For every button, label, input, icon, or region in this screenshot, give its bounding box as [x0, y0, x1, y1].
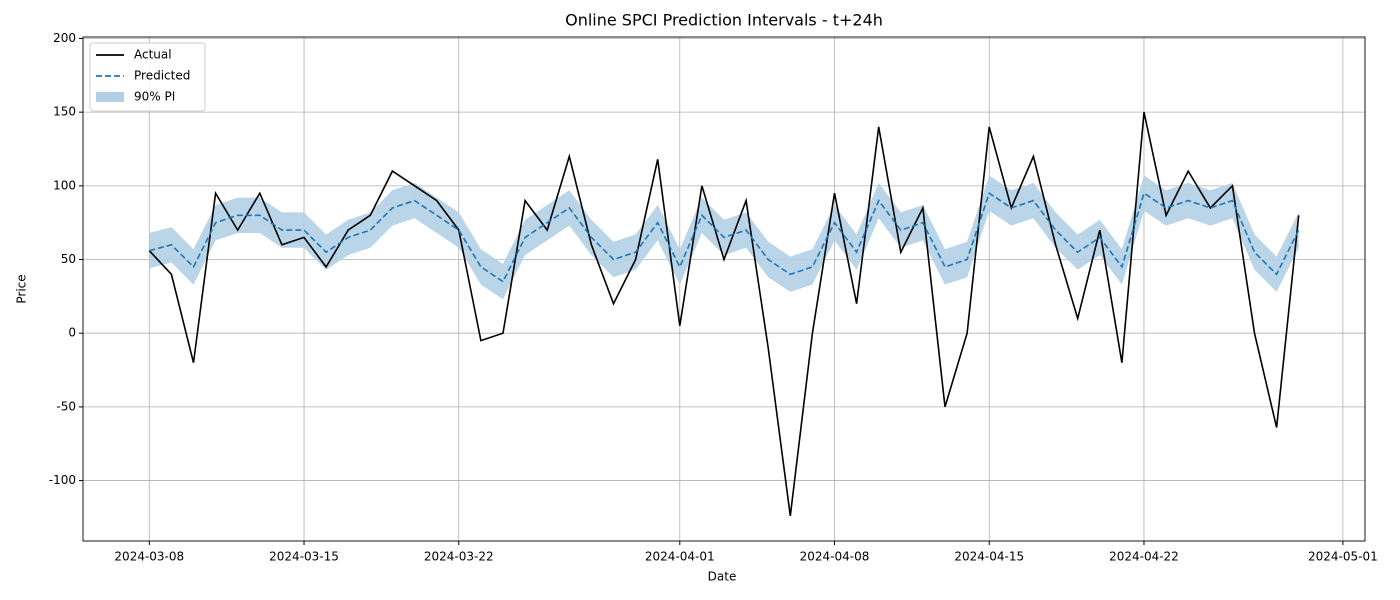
- legend-label: Actual: [134, 48, 172, 62]
- x-tick-label: 2024-04-01: [645, 550, 715, 564]
- x-tick-label: 2024-04-15: [954, 550, 1024, 564]
- series-line: [149, 191, 1300, 283]
- y-tick-label: -50: [56, 399, 76, 413]
- x-tick-label: 2024-04-08: [800, 550, 870, 564]
- chart-title: Online SPCI Prediction Intervals - t+24h: [565, 11, 883, 30]
- y-tick-label: 0: [68, 326, 76, 340]
- x-axis-label: Date: [708, 570, 737, 584]
- x-tick-label: 2024-03-08: [114, 550, 184, 564]
- y-tick-label: -100: [49, 473, 76, 487]
- y-tick-label: 50: [61, 252, 76, 266]
- legend-swatch: [96, 92, 124, 102]
- legend-label: Predicted: [134, 69, 190, 83]
- series-line: [148, 112, 1300, 517]
- y-tick-label: 200: [53, 31, 76, 45]
- x-tick-label: 2024-04-22: [1109, 550, 1179, 564]
- legend-label: 90% PI: [134, 90, 175, 104]
- x-tick-label: 2024-05-01: [1308, 550, 1378, 564]
- y-tick-label: 100: [53, 178, 76, 192]
- x-tick-label: 2024-03-22: [424, 550, 494, 564]
- x-tick-label: 2024-03-15: [269, 550, 339, 564]
- y-axis-label: Price: [15, 274, 29, 303]
- y-tick-label: 150: [53, 105, 76, 119]
- plot-frame: [82, 36, 1366, 542]
